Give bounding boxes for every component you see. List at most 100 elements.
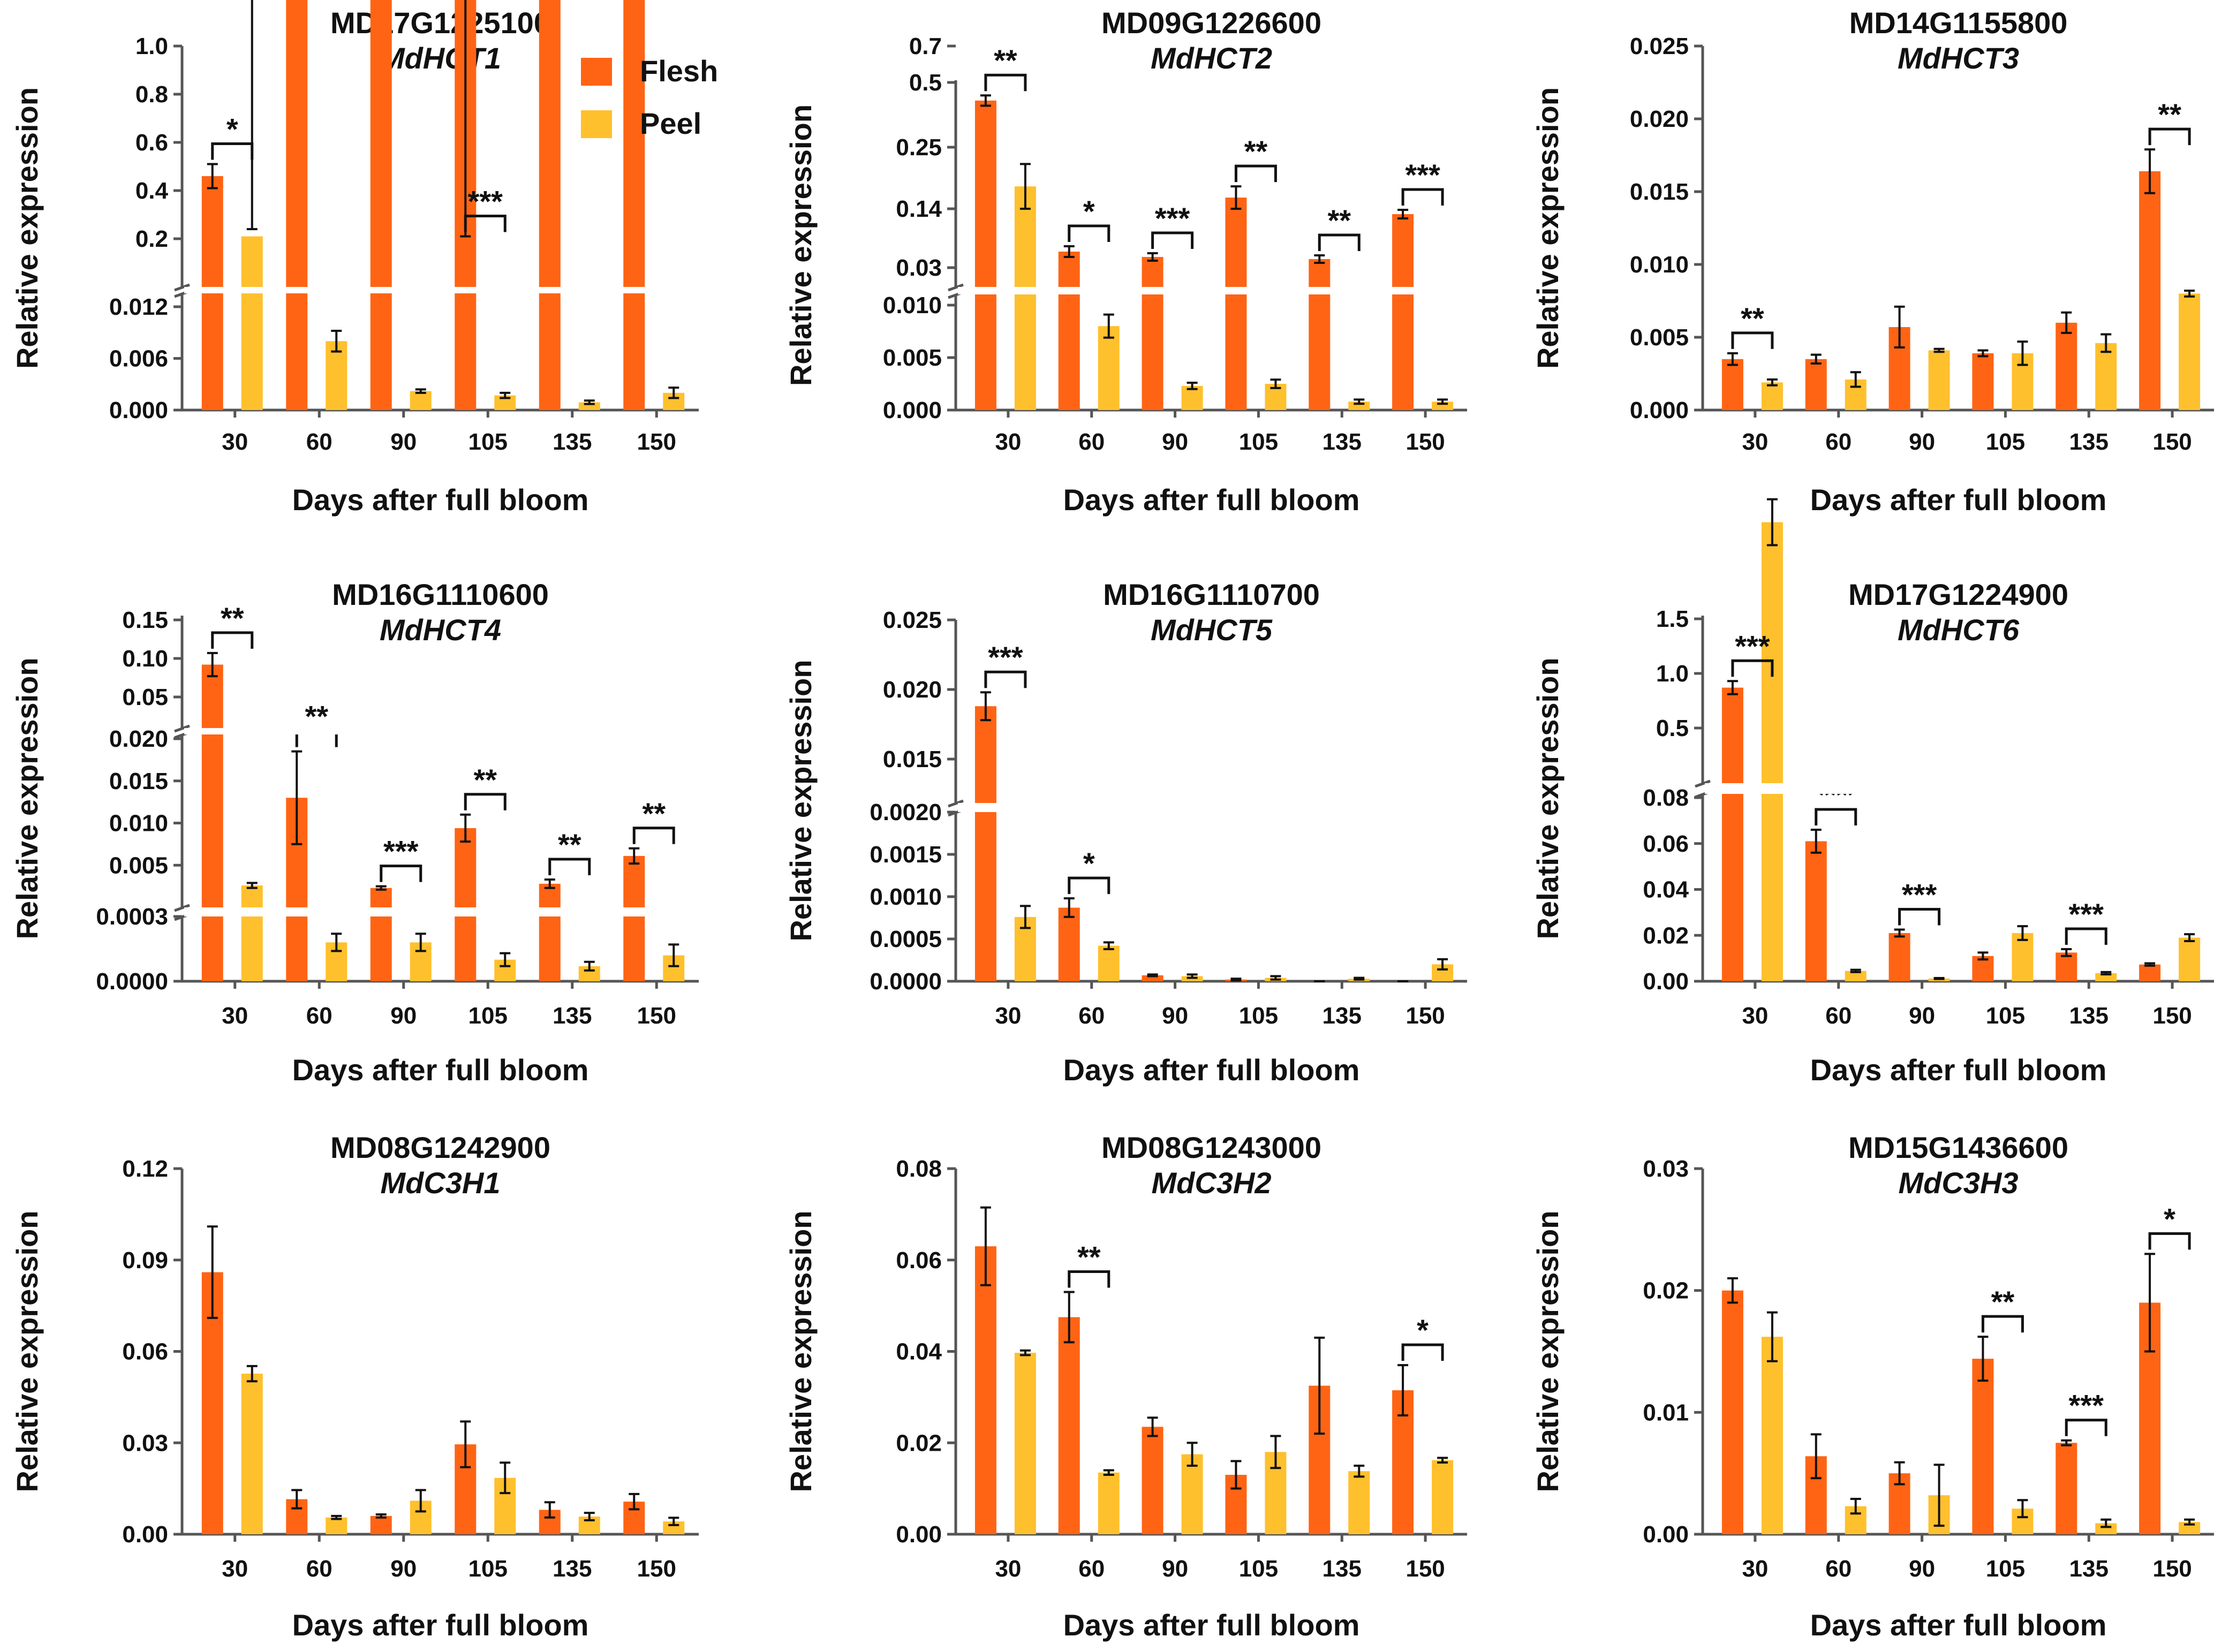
bar-peel-30 xyxy=(241,885,263,981)
bar-flesh-30 xyxy=(974,1246,996,1534)
chart-title-gene-id: MD17G1225100 xyxy=(330,6,550,40)
bar-flesh-105 xyxy=(1972,1359,1994,1534)
chart-title-gene-id: MD17G1224900 xyxy=(1848,578,2068,611)
bar-flesh-90 xyxy=(370,0,392,410)
bar-flesh-60 xyxy=(1805,359,1827,410)
y-tick-label: 0.12 xyxy=(122,1156,168,1182)
bar-flesh-135 xyxy=(539,883,561,981)
x-tick-label: 150 xyxy=(637,429,676,455)
x-tick-label: 30 xyxy=(995,429,1021,455)
bar-peel-30 xyxy=(241,236,263,410)
bar-peel-30 xyxy=(241,1374,263,1534)
significance-label: *** xyxy=(2069,897,2104,931)
x-axis-label: Days after full bloom xyxy=(292,483,589,517)
bar-flesh-60 xyxy=(286,0,308,410)
y-tick-label: 0.14 xyxy=(896,196,942,222)
x-tick-label: 90 xyxy=(390,429,417,455)
significance-label: ** xyxy=(558,828,581,861)
bar-flesh-135 xyxy=(1309,259,1331,410)
y-tick-label: 0.00 xyxy=(122,1521,168,1548)
legend: Flesh Peel xyxy=(581,54,718,140)
x-tick-label: 90 xyxy=(1162,1556,1188,1582)
y-tick-label: 0.00 xyxy=(1643,1521,1689,1548)
significance-bracket xyxy=(211,631,254,649)
significance-label: * xyxy=(1083,194,1095,228)
y-tick-label: 0.06 xyxy=(122,1339,168,1365)
chart-title-gene-name: MdHCT6 xyxy=(1898,613,2020,647)
axis-break-gap xyxy=(1705,783,2216,794)
bar-flesh-135 xyxy=(2056,322,2077,410)
bar-flesh-105 xyxy=(455,828,477,981)
y-tick-label: 0.025 xyxy=(883,607,942,633)
axis-break-gap xyxy=(184,728,701,734)
significance-bracket xyxy=(464,793,507,810)
x-tick-label: 90 xyxy=(390,1556,417,1582)
y-tick-label: 0.6 xyxy=(135,130,168,156)
significance-bracket xyxy=(1234,164,1277,183)
x-tick-label: 60 xyxy=(1078,1003,1105,1029)
significance-label: ** xyxy=(994,43,1017,77)
x-tick-label: 105 xyxy=(1239,1003,1278,1029)
bar-flesh-30 xyxy=(974,706,996,981)
x-tick-label: 60 xyxy=(1825,429,1852,455)
y-tick-label: 1.0 xyxy=(1656,661,1689,687)
x-tick-label: 135 xyxy=(2069,1556,2109,1582)
y-tick-label: 0.0003 xyxy=(96,904,168,930)
x-tick-label: 105 xyxy=(1986,1003,2025,1029)
significance-label: ** xyxy=(1077,1240,1101,1274)
x-tick-label: 135 xyxy=(553,1003,592,1029)
x-axis-label: Days after full bloom xyxy=(1063,483,1360,517)
chart-title-gene-id: MD15G1436600 xyxy=(1848,1131,2068,1164)
y-tick-label: 0.04 xyxy=(896,1339,942,1365)
bar-flesh-135 xyxy=(2056,952,2077,981)
significance-label: *** xyxy=(1818,778,1854,812)
bar-peel-135 xyxy=(1348,1471,1370,1534)
legend-swatch-flesh xyxy=(581,58,612,86)
x-tick-label: 150 xyxy=(2152,1003,2192,1029)
significance-bracket xyxy=(464,215,507,232)
chart-title-gene-id: MD09G1226600 xyxy=(1101,6,1321,40)
bar-peel-90 xyxy=(410,391,432,410)
x-tick-label: 135 xyxy=(2069,1003,2109,1029)
y-tick-label: 0.2 xyxy=(135,226,168,252)
x-axis-label: Days after full bloom xyxy=(1810,1608,2107,1642)
y-tick-label: 0.0000 xyxy=(96,968,168,995)
significance-label: ** xyxy=(642,797,666,830)
bar-peel-150 xyxy=(2179,937,2201,981)
x-tick-label: 135 xyxy=(1323,429,1362,455)
x-axis-label: Days after full bloom xyxy=(1810,483,2107,517)
bar-flesh-105 xyxy=(1972,353,1994,410)
y-tick-label: 0.0020 xyxy=(870,799,942,825)
y-tick-label: 0.005 xyxy=(1630,324,1689,351)
y-tick-label: 1.5 xyxy=(1656,606,1689,632)
significance-bracket xyxy=(548,858,591,876)
significance-label: *** xyxy=(2069,1389,2104,1422)
significance-label: * xyxy=(226,112,238,146)
significance-label: ** xyxy=(2158,97,2181,131)
bar-peel-135 xyxy=(2095,343,2117,410)
significance-label: ** xyxy=(1244,134,1268,168)
legend-label-peel: Peel xyxy=(640,107,701,140)
significance-label: ** xyxy=(1327,203,1351,237)
bar-flesh-30 xyxy=(201,664,223,981)
chart-title-gene-id: MD16G1110700 xyxy=(1103,578,1320,611)
y-tick-label: 0.020 xyxy=(1630,106,1689,132)
x-tick-label: 60 xyxy=(1078,1556,1105,1582)
y-tick-label: 0.005 xyxy=(883,345,942,371)
y-tick-label: 0.0010 xyxy=(870,884,942,910)
x-tick-label: 30 xyxy=(995,1003,1021,1029)
significance-label: ** xyxy=(1991,1285,2015,1318)
significance-label: *** xyxy=(1902,878,1937,912)
significance-bracket xyxy=(211,142,254,160)
y-tick-label: 0.06 xyxy=(1643,831,1689,857)
x-axis-label: Days after full bloom xyxy=(292,1053,589,1087)
bar-peel-60 xyxy=(326,341,347,410)
bar-flesh-60 xyxy=(1805,841,1827,981)
x-tick-label: 135 xyxy=(1323,1003,1362,1029)
significance-label: ** xyxy=(305,700,328,733)
x-tick-label: 60 xyxy=(1078,429,1105,455)
bar-flesh-60 xyxy=(1058,252,1080,410)
